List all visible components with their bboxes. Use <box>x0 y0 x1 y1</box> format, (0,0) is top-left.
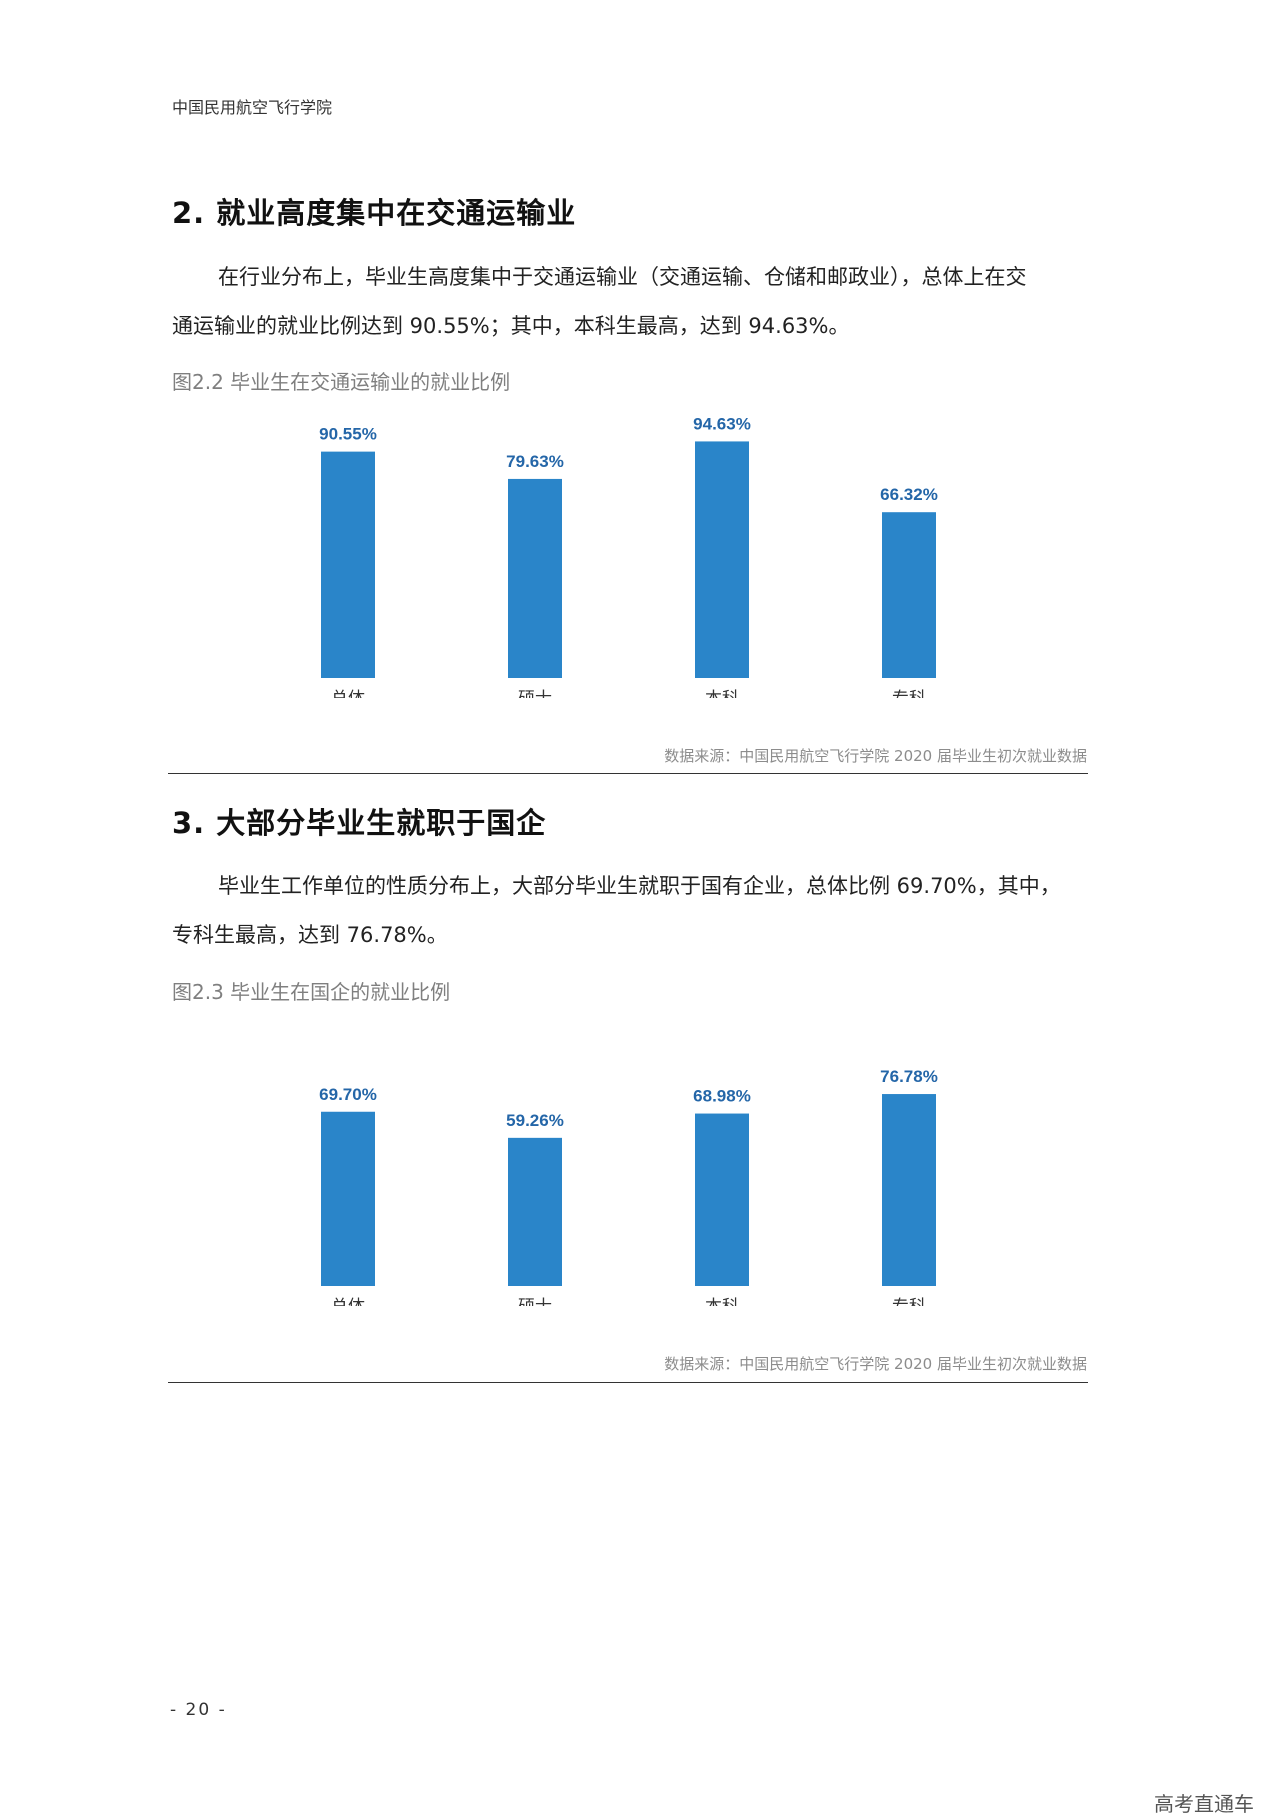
paragraph-line: 专科生最高，达到 76.78%。 <box>172 923 448 947</box>
category-label: 硕士 <box>518 1297 552 1306</box>
bar-3 <box>695 441 749 678</box>
bar-value-label: 59.26% <box>506 1111 564 1130</box>
bar-1 <box>321 451 375 678</box>
section-paragraph: 毕业生工作单位的性质分布上，大部分毕业生就职于国有企业，总体比例 69.70%，… <box>172 862 1092 960</box>
figure-caption: 图2.2 毕业生在交通运输业的就业比例 <box>172 370 511 394</box>
bar-value-label: 79.63% <box>506 452 564 471</box>
bar-chart: 90.55% 总体 79.63% 硕士 94.63% 本科 66.32% 专科 <box>290 418 1010 698</box>
paragraph-text: 在行业分布上，毕业生高度集中于交通运输业（交通运输、仓储和邮政业），总体上在交 <box>218 265 1027 289</box>
category-label: 本科 <box>705 689 739 698</box>
category-label: 专科 <box>892 689 926 698</box>
bar-value-label: 69.70% <box>319 1085 377 1104</box>
figure-caption: 图2.3 毕业生在国企的就业比例 <box>172 980 451 1004</box>
bar-value-label: 90.55% <box>319 425 377 444</box>
section-divider <box>168 773 1088 774</box>
category-label: 本科 <box>705 1297 739 1306</box>
paragraph-line: 毕业生工作单位的性质分布上，大部分毕业生就职于国有企业，总体比例 69.70%，… <box>172 862 1092 911</box>
bar-1 <box>321 1111 375 1286</box>
bar-2 <box>508 1137 562 1286</box>
bar-chart-svg: 90.55% 总体 79.63% 硕士 94.63% 本科 66.32% 专科 <box>319 418 938 698</box>
section-divider <box>168 1382 1088 1383</box>
category-label: 总体 <box>331 689 365 698</box>
section-title: 2. 就业高度集中在交通运输业 <box>172 196 577 230</box>
document-header: 中国民用航空飞行学院 <box>172 98 333 117</box>
watermark-text: 高考直通车 <box>1154 1792 1254 1816</box>
bar-chart-svg: 69.70% 总体 59.26% 硕士 68.98% 本科 76.78% 专科 <box>319 1067 938 1306</box>
category-label: 硕士 <box>518 689 552 698</box>
paragraph-line: 在行业分布上，毕业生高度集中于交通运输业（交通运输、仓储和邮政业），总体上在交 <box>172 253 1092 302</box>
paragraph-line: 通运输业的就业比例达到 90.55%；其中，本科生最高，达到 94.63%。 <box>172 314 850 338</box>
bar-value-label: 94.63% <box>693 418 751 433</box>
paragraph-text: 毕业生工作单位的性质分布上，大部分毕业生就职于国有企业，总体比例 69.70%，… <box>218 874 1061 898</box>
bar-value-label: 66.32% <box>880 485 938 504</box>
page-number: - 20 - <box>170 1700 227 1720</box>
data-source-note: 数据来源：中国民用航空飞行学院 2020 届毕业生初次就业数据 <box>664 1355 1087 1373</box>
bar-2 <box>508 478 562 678</box>
bar-3 <box>695 1113 749 1286</box>
bar-value-label: 68.98% <box>693 1087 751 1106</box>
data-source-note: 数据来源：中国民用航空飞行学院 2020 届毕业生初次就业数据 <box>664 747 1087 765</box>
bar-4 <box>882 512 936 678</box>
category-label: 总体 <box>331 1297 365 1306</box>
bar-chart: 69.70% 总体 59.26% 硕士 68.98% 本科 76.78% 专科 <box>290 1026 1010 1306</box>
section-title: 3. 大部分毕业生就职于国企 <box>172 806 547 840</box>
section-paragraph: 在行业分布上，毕业生高度集中于交通运输业（交通运输、仓储和邮政业），总体上在交 … <box>172 253 1092 351</box>
bar-value-label: 76.78% <box>880 1067 938 1086</box>
bar-4 <box>882 1094 936 1286</box>
category-label: 专科 <box>892 1297 926 1306</box>
